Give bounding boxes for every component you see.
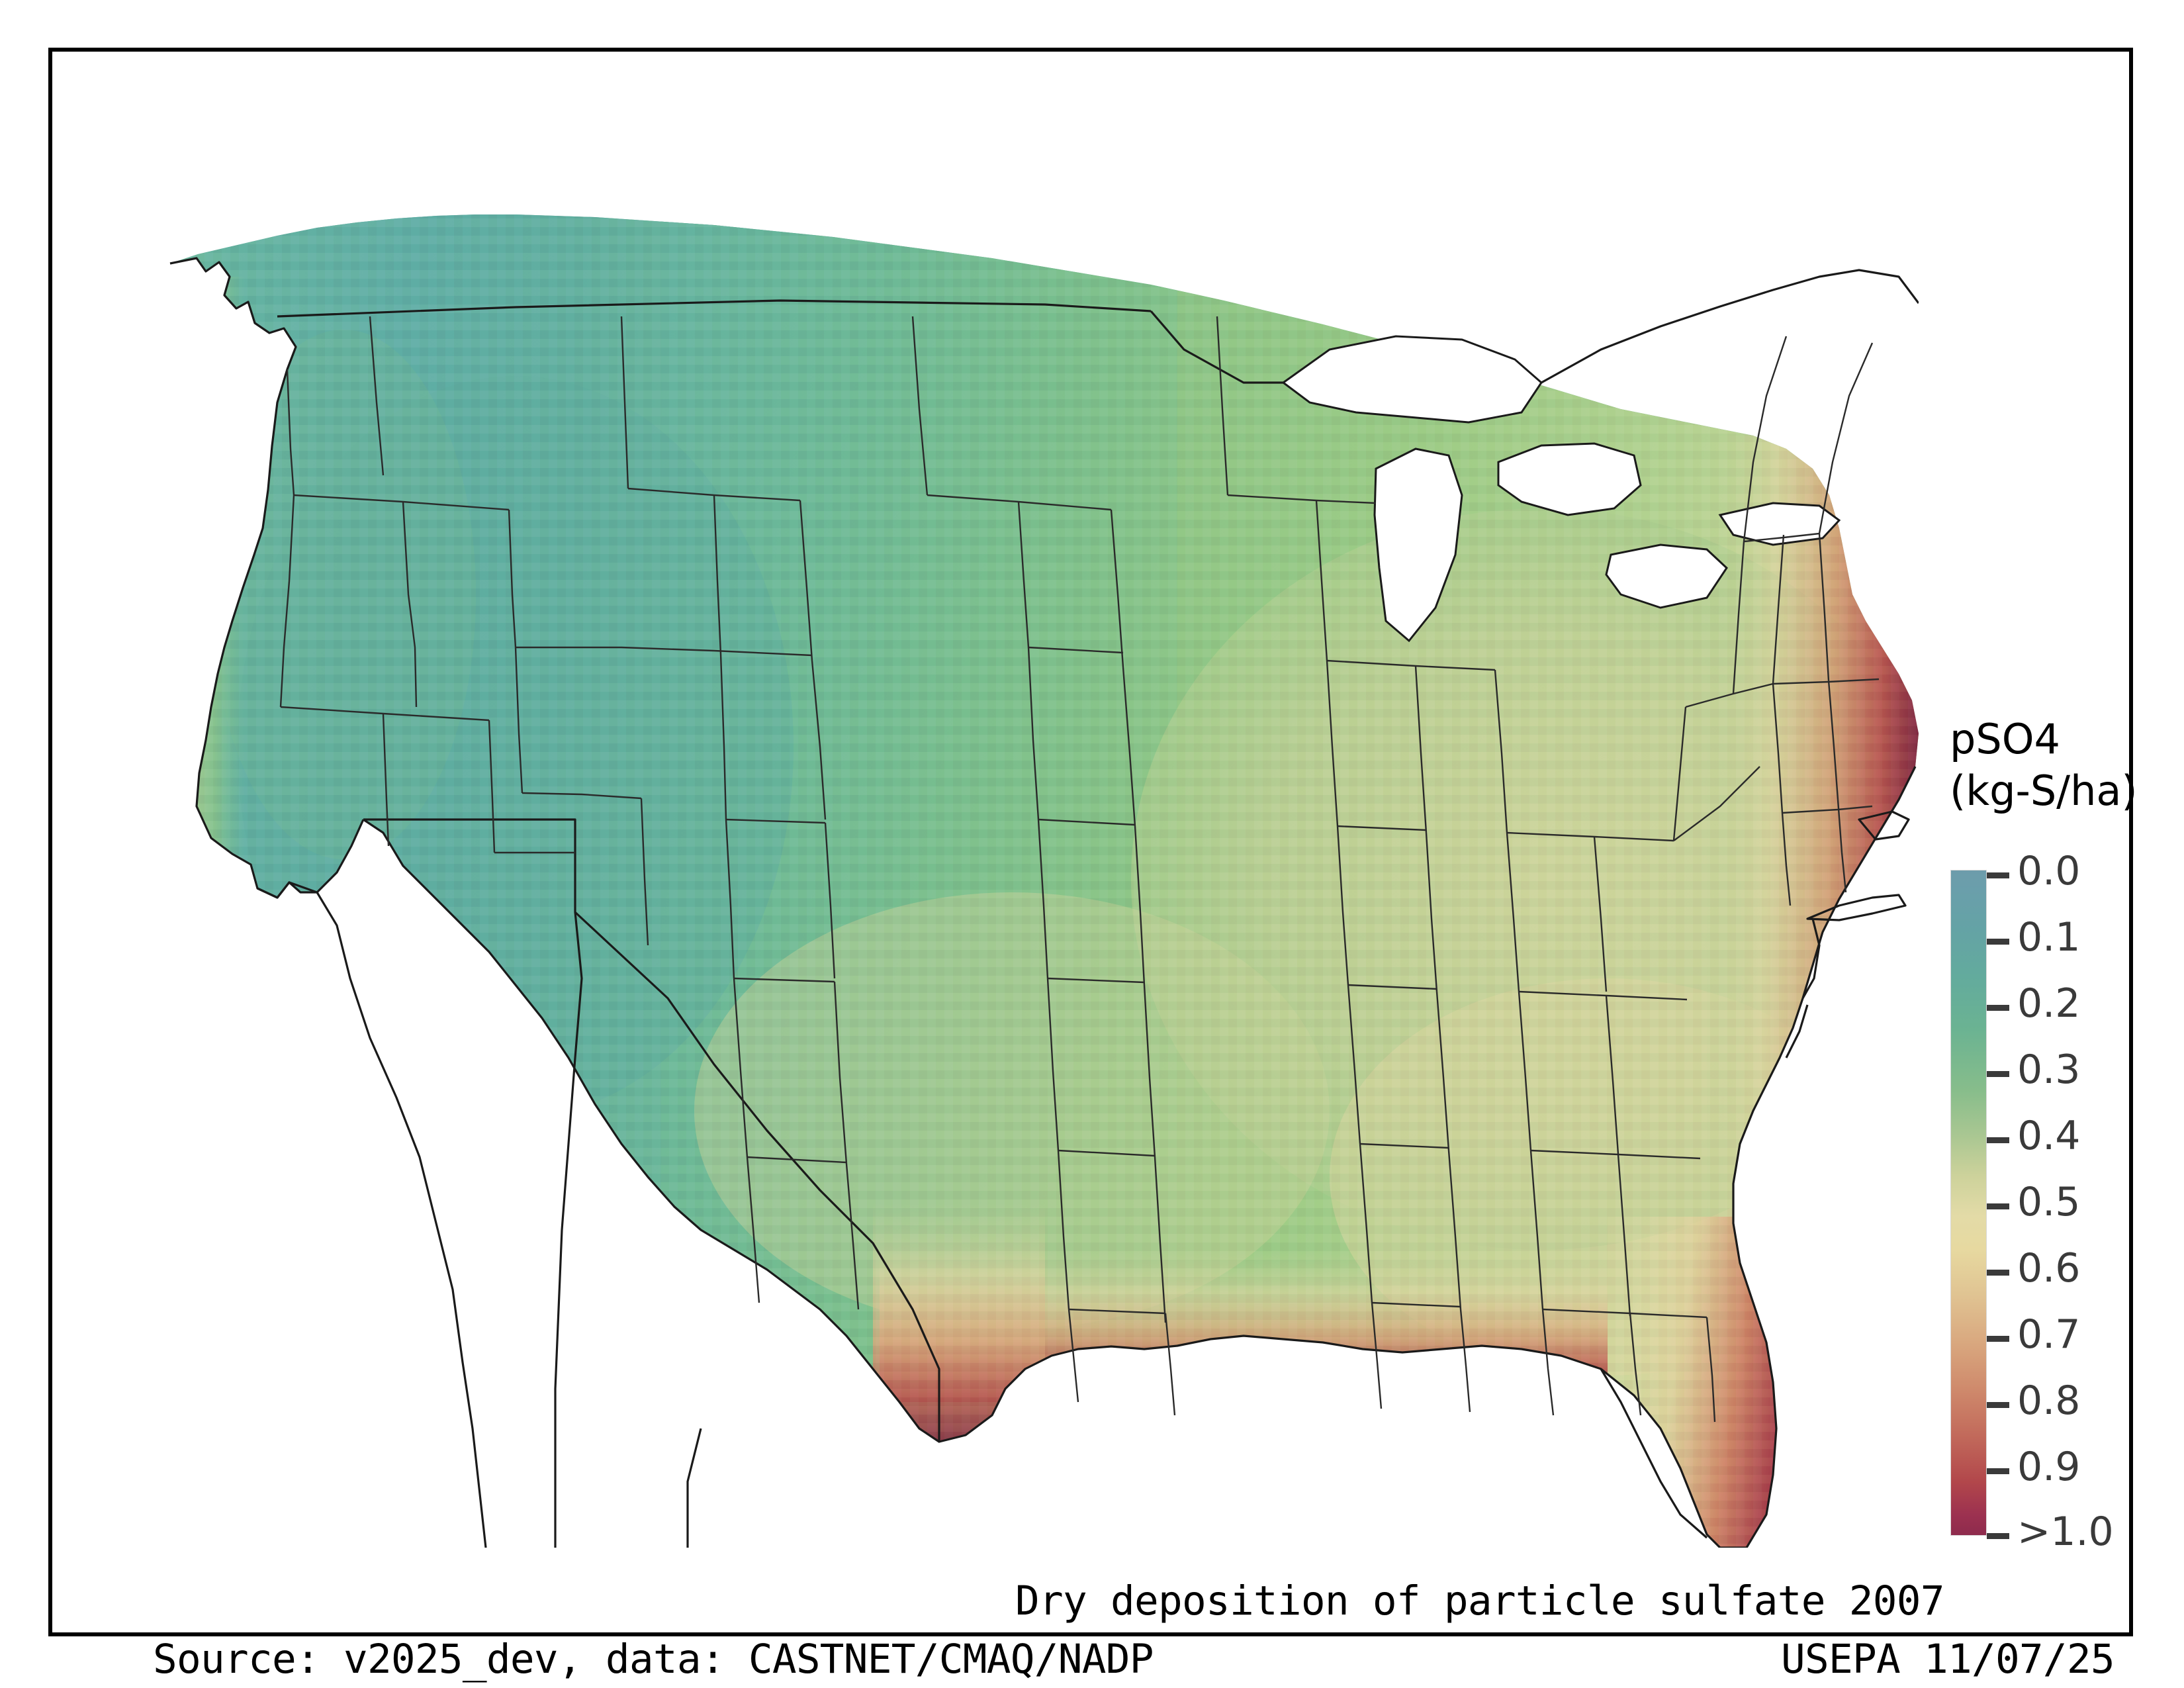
colorbar-tick-label: 0.6: [2017, 1245, 2081, 1291]
state-boundaries: [279, 316, 1880, 1423]
colorbar-tick-label: 0.5: [2017, 1179, 2081, 1225]
colorbar-tick-label: 0.8: [2017, 1378, 2081, 1424]
colorbar-tick-label: 0.4: [2017, 1113, 2081, 1159]
deposition-raster: [170, 214, 1919, 1548]
colorbar-tick: [1987, 1071, 2009, 1077]
colorbar-tick: [1987, 872, 2009, 878]
agency-date-caption: USEPA 11/07/25: [1781, 1636, 2115, 1683]
colorbar-tick-label: 0.3: [2017, 1047, 2081, 1093]
colorbar-tick-label: 0.0: [2017, 848, 2081, 894]
colorbar-tick-label: 0.9: [2017, 1444, 2081, 1490]
colorbar-tick-label: 0.1: [2017, 914, 2081, 961]
legend-title: pSO4 (kg-S/ha): [1950, 715, 2138, 815]
colorbar-tick-label: >1.0: [2017, 1509, 2114, 1555]
great-lakes-nodata: [1281, 335, 1841, 643]
colorbar-tick: [1987, 1533, 2009, 1539]
colorbar-legend: pSO4 (kg-S/ha) 0.0 0.1 0.2 0.3 0.4 0.5 0…: [1935, 714, 2184, 1561]
map-plot-area: [118, 184, 1919, 1548]
colorbar-tick-label: 0.7: [2017, 1311, 2081, 1358]
figure-frame: pSO4 (kg-S/ha) 0.0 0.1 0.2 0.3 0.4 0.5 0…: [48, 48, 2138, 1683]
source-caption: Source: v2025_dev, data: CASTNET/CMAQ/NA…: [153, 1636, 1154, 1683]
colorbar-gradient: [1950, 870, 1987, 1536]
map-outline-borders: [169, 257, 1919, 1548]
colorbar-tick: [1987, 1468, 2009, 1474]
colorbar-tick: [1987, 1005, 2009, 1011]
colorbar-tick: [1987, 1137, 2009, 1143]
colorbar-tick-label: 0.2: [2017, 980, 2081, 1027]
colorbar-tick: [1987, 1336, 2009, 1342]
colorbar-tick: [1987, 939, 2009, 945]
map-title-caption: Dry deposition of particle sulfate 2007: [1015, 1577, 1944, 1624]
conus-deposition-map: [169, 214, 1919, 1548]
colorbar-tick: [1987, 1203, 2009, 1209]
colorbar-tick: [1987, 1270, 2009, 1276]
colorbar-tick: [1987, 1402, 2009, 1408]
